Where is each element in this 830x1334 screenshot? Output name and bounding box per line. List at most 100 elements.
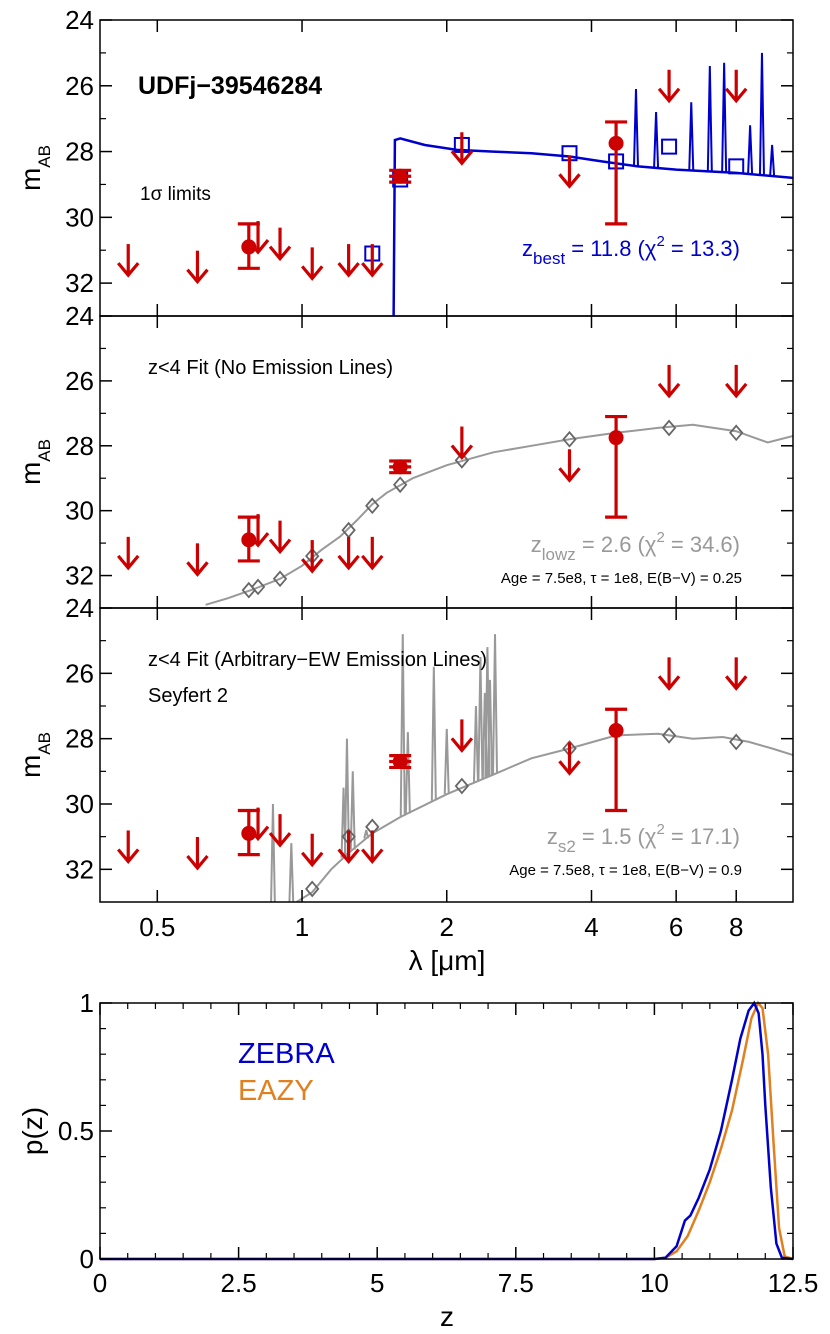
detection-point — [237, 222, 260, 270]
emission-line — [443, 728, 450, 795]
upper-limit-arrow — [268, 814, 292, 848]
y-tick-label: 30 — [65, 496, 94, 526]
note-label-2: Seyfert 2 — [148, 685, 228, 707]
upper-limit-arrow — [558, 449, 581, 483]
upper-limit-arrow — [724, 69, 748, 104]
upper-limit-arrow — [657, 364, 681, 399]
model-curve — [392, 137, 793, 316]
emission-line — [404, 732, 411, 814]
fit-label: zs2 = 1.5 (χ2 = 17.1) — [547, 821, 740, 856]
x-tick-label: 8 — [729, 912, 743, 942]
arrow-head — [337, 554, 360, 571]
y-tick-label: 30 — [65, 789, 94, 819]
y-tick-label: 26 — [65, 366, 94, 396]
arrow-head — [116, 554, 140, 571]
arrow-head — [361, 554, 384, 571]
model-curve — [205, 423, 793, 606]
fit-chi-value: = 17.1) — [665, 824, 740, 849]
shared-x-axis: 0.5 1 2 4 6 8 λ [μm] — [139, 912, 743, 976]
upper-limit-arrow — [116, 536, 140, 571]
fit-chi-sup: 2 — [656, 233, 664, 250]
upper-limit-arrow — [361, 830, 384, 864]
fit-label: zlowz = 2.6 (χ2 = 34.6) — [531, 529, 740, 564]
upper-limit-arrow — [337, 244, 360, 278]
arrow-head — [724, 87, 748, 104]
upper-limit-arrow — [186, 543, 209, 577]
legend-eazy: EAZY — [238, 1075, 314, 1107]
upper-limit-arrow — [361, 244, 384, 278]
model-point — [562, 430, 577, 448]
fit-value: = 2.6 (χ — [576, 532, 657, 557]
upper-limit-arrow — [186, 250, 209, 285]
model-point — [392, 476, 408, 494]
y-axis-label: mAB — [15, 439, 54, 485]
emission-line — [688, 102, 695, 171]
detection-marker — [241, 825, 257, 841]
y-tick-label: 24 — [65, 301, 94, 331]
y-axis-label: mAB — [15, 145, 54, 191]
note-label: z<4 Fit (Arbitrary−EW Emission Lines) — [148, 649, 487, 671]
pz-y-tick-label: 0 — [80, 1244, 94, 1274]
arrow-head — [337, 848, 360, 864]
fit-label: zbest = 11.8 (χ2 = 13.3) — [522, 233, 740, 268]
legend-zebra: ZEBRA — [238, 1038, 335, 1070]
arrow-head — [300, 558, 324, 574]
arrow-head — [450, 444, 474, 461]
arrow-head — [558, 467, 581, 483]
pz-panel: 0 2.5 5 7.5 10 12.5 0 0.5 1 z p(z) ZEBRA EAZY — [17, 988, 818, 1332]
upper-limit-arrow — [300, 247, 324, 281]
model-point — [250, 578, 266, 596]
x-tick-label: 4 — [584, 912, 598, 942]
pz-frame — [99, 1002, 794, 1260]
detection-marker — [241, 532, 257, 548]
y-axis-label: mAB — [15, 732, 54, 778]
pz-y-tick-label: 0.5 — [58, 1116, 94, 1146]
upper-limit-arrow — [116, 830, 140, 864]
model-point — [729, 733, 744, 751]
emission-line — [288, 843, 295, 902]
arrow-head — [300, 851, 324, 868]
detection-point — [389, 459, 412, 475]
y-tick-label: 30 — [65, 202, 94, 232]
model-point — [729, 424, 744, 442]
y-tick-label: 24 — [65, 5, 94, 35]
x-axis-label: λ [μm] — [409, 945, 486, 976]
arrow-head — [268, 245, 292, 262]
plot-area — [116, 634, 793, 902]
fit-z: z — [547, 824, 558, 849]
y-tick-label: 28 — [65, 724, 94, 754]
upper-limit-arrow — [268, 227, 292, 262]
y-tick-label: 26 — [65, 71, 94, 101]
pz-x-tick-label: 2.5 — [221, 1268, 257, 1298]
detection-point — [389, 754, 412, 770]
arrow-head — [657, 675, 681, 691]
pz-y-axis-label: p(z) — [17, 1107, 48, 1155]
upper-limit-arrow — [558, 155, 581, 189]
x-tick-label: 1 — [295, 912, 309, 942]
emission-line — [472, 705, 479, 782]
detection-point — [237, 515, 260, 563]
arrow-head — [361, 848, 384, 864]
sed-panel-2: 24 26 28 30 32 mAB z<4 Fit (No Emission Lines)… — [15, 301, 794, 609]
detection-marker — [608, 430, 624, 446]
fit-value: = 11.8 (χ — [565, 236, 657, 261]
arrow-head — [657, 382, 681, 399]
arrow-head — [186, 561, 209, 577]
upper-limit-arrow — [186, 837, 209, 871]
emission-line — [758, 52, 765, 176]
arrow-head — [337, 262, 360, 278]
x-tick-label: 2 — [440, 912, 454, 942]
plot-area — [116, 52, 793, 316]
pz-x-tick-label: 5 — [370, 1268, 384, 1298]
arrow-head — [268, 832, 292, 848]
emission-line — [270, 803, 276, 902]
model-point — [728, 158, 745, 175]
y-label-main: m — [15, 755, 46, 778]
detection-marker — [392, 459, 408, 475]
emission-line — [653, 112, 660, 168]
emission-line — [349, 771, 356, 850]
x-tick-label: 0.5 — [139, 912, 175, 942]
upper-limit-arrow — [300, 540, 324, 574]
params-label: Age = 7.5e8, τ = 1e8, E(B−V) = 0.25 — [501, 570, 742, 587]
model-point — [661, 419, 677, 437]
